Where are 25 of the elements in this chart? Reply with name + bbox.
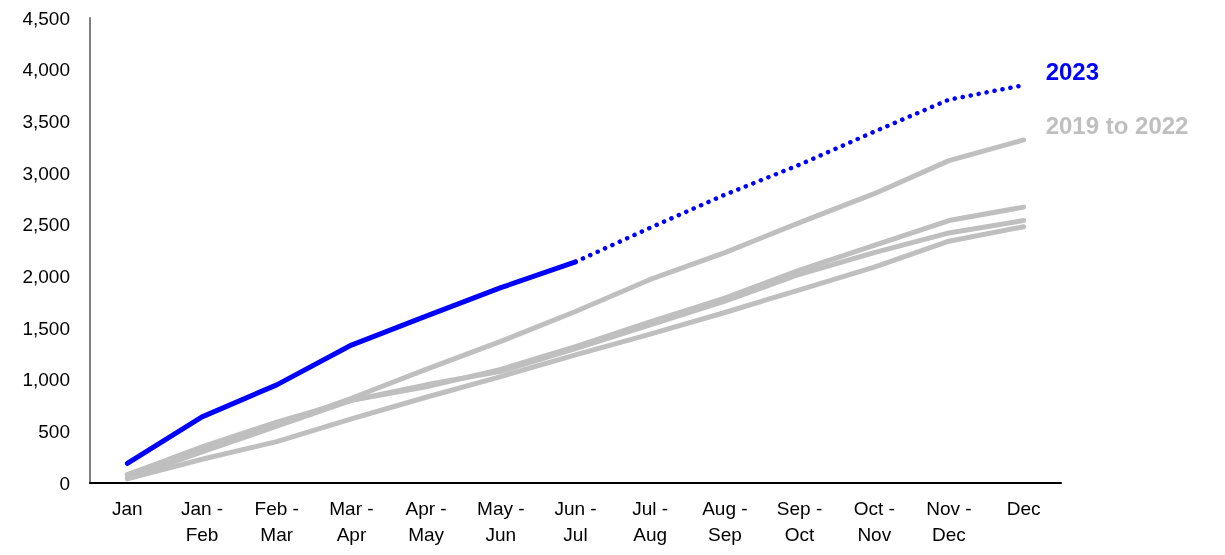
x-tick-label: Apr - May <box>405 497 447 545</box>
y-tick-label: 4,000 <box>22 59 70 81</box>
x-tick-label: Jan - Feb <box>180 497 224 545</box>
x-tick-label: May - Jun <box>477 497 525 545</box>
x-tick-label: Jan <box>112 497 143 519</box>
x-tick-label: Nov - Dec <box>926 497 972 545</box>
series-label: 2019 to 2022 <box>1045 112 1189 140</box>
x-tick-label: Aug - Sep <box>702 497 748 545</box>
y-tick-label: 1,000 <box>22 369 70 391</box>
x-tick-label: Mar - Apr <box>329 497 374 545</box>
text: 2023 <box>1045 57 1100 85</box>
y-tick-label: 3,000 <box>22 162 70 184</box>
y-tick-label: 2,000 <box>22 265 70 287</box>
y-tick-label: 4,500 <box>22 7 70 29</box>
x-tick-label: Feb - Mar <box>254 497 299 545</box>
y-tick-label: 3,500 <box>22 110 70 132</box>
y-tick-label: 2,500 <box>22 214 70 236</box>
x-tick-label: Jul - Aug <box>632 497 669 545</box>
y-tick-label: 500 <box>38 420 70 442</box>
y-tick-label: 1,500 <box>22 317 70 339</box>
y-tick-label: 0 <box>59 472 70 494</box>
x-tick-label: Dec <box>1006 497 1041 519</box>
x-tick-label: Sep - Oct <box>776 497 823 545</box>
x-tick-label: Oct - Nov <box>853 497 895 545</box>
x-tick-label: Jun - Jul <box>554 497 597 545</box>
